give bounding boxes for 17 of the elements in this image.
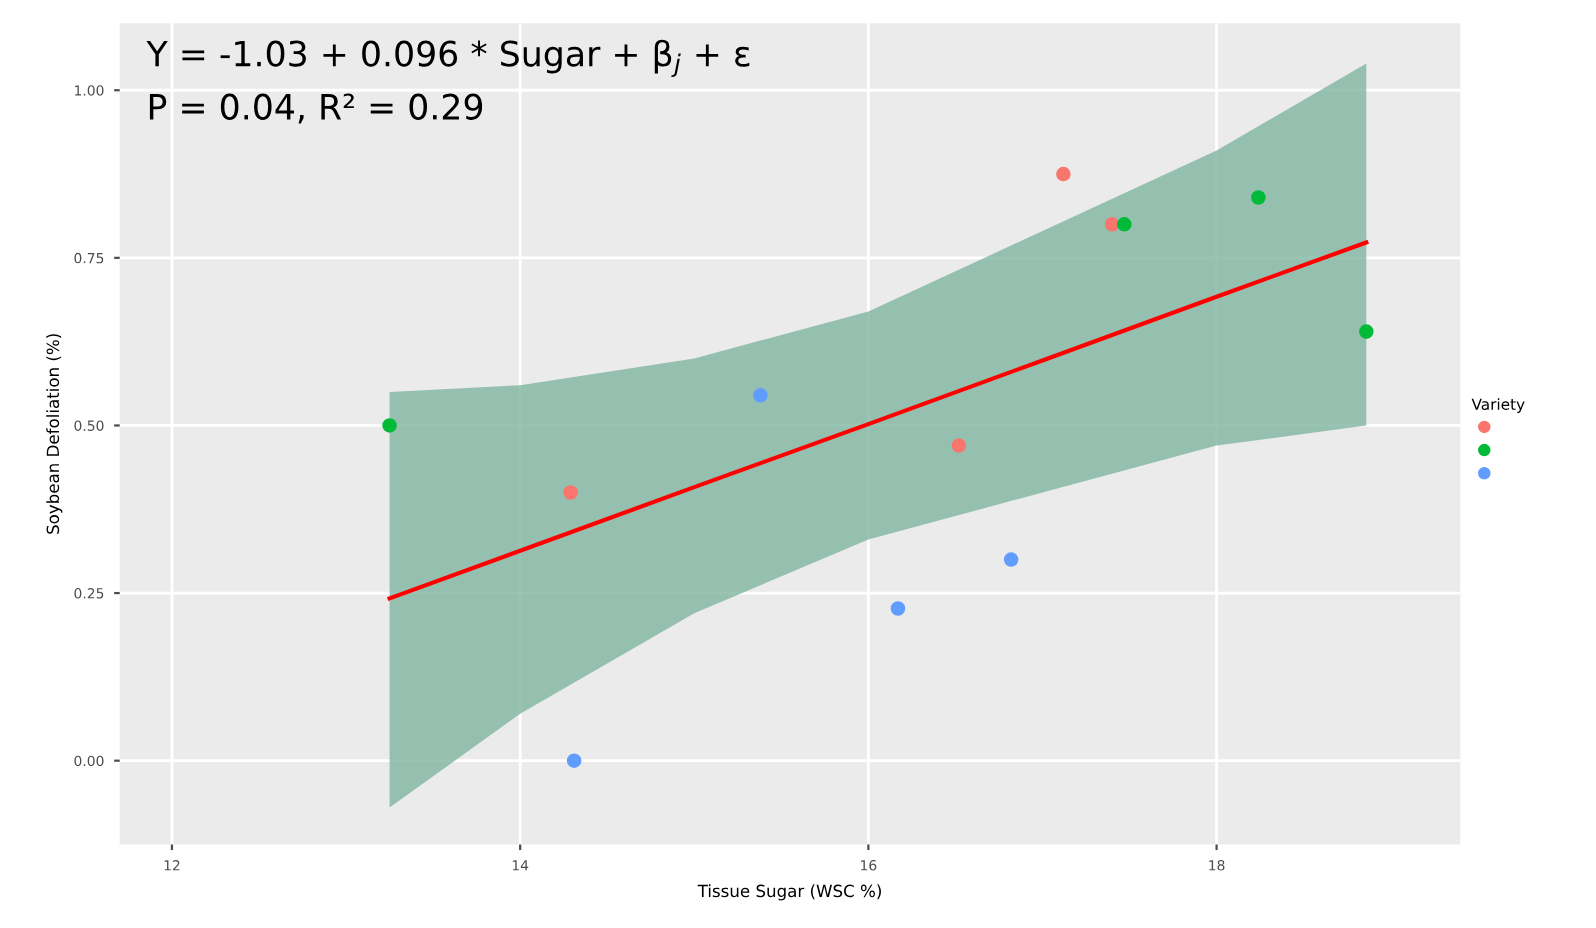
- point: [1104, 217, 1120, 232]
- point: [1056, 166, 1071, 182]
- point: [1003, 552, 1019, 567]
- point: [1251, 190, 1266, 205]
- point: [890, 601, 906, 616]
- point: [1359, 324, 1374, 339]
- annotation: P = 0.04, R² = 0.29: [149, 93, 483, 124]
- y-axis-title: Soybean Defoliation (%): [46, 334, 63, 534]
- point: [951, 438, 967, 453]
- line-series: [387, 240, 1369, 601]
- annotation: Y = -1.03 + 0.096 * Sugar + β$_{j}$ + ε: [146, 39, 750, 77]
- point: [1117, 217, 1132, 232]
- point: [753, 388, 768, 403]
- x-axis-title: Tissue Sugar (WSC %): [697, 884, 881, 901]
- point: [382, 418, 397, 433]
- point: [566, 753, 582, 768]
- point: [563, 485, 578, 500]
